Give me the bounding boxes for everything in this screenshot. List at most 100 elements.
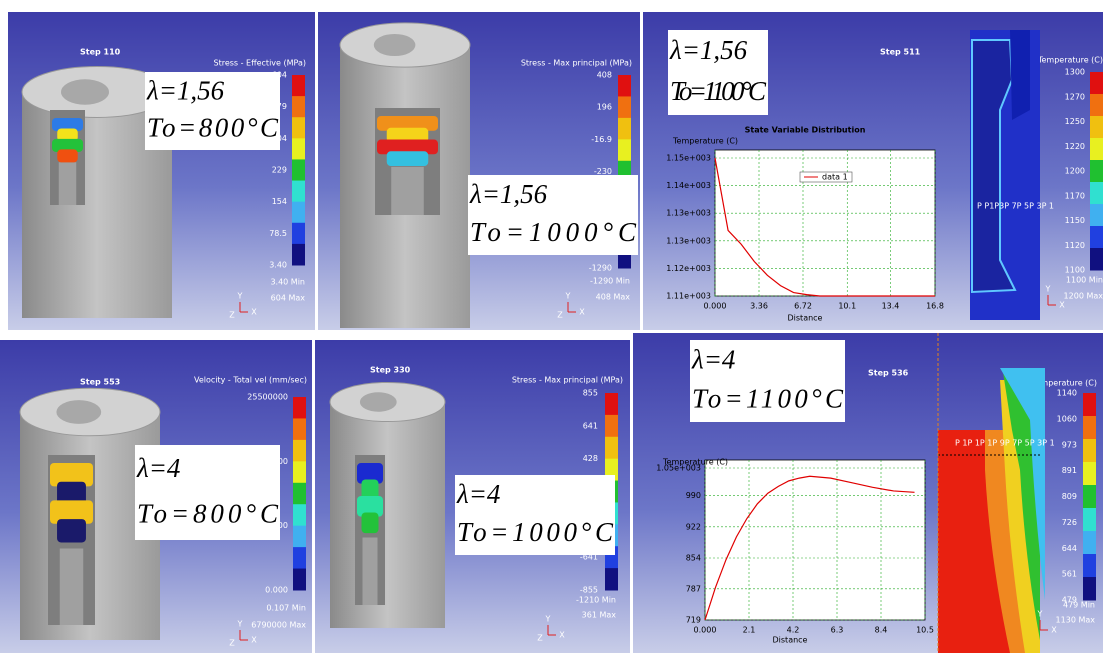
triad-label: X bbox=[251, 308, 257, 317]
annotation-line: λ=4 bbox=[691, 344, 735, 374]
screenshot: Step 110Stress - Effective (MPa)60437930… bbox=[0, 0, 1103, 653]
colorbar-segment bbox=[1083, 531, 1096, 555]
triad-label: Y bbox=[545, 615, 551, 624]
triad-label: Z bbox=[537, 634, 543, 643]
legend-label: -855 bbox=[580, 586, 598, 595]
colorbar-segment bbox=[292, 117, 305, 139]
legend-max: 1130 Max bbox=[1056, 616, 1096, 625]
billet-hole bbox=[360, 392, 397, 412]
colorbar-segment bbox=[292, 223, 305, 245]
annotation-line: To=1100°C bbox=[670, 76, 767, 106]
colorbar-segment bbox=[618, 96, 631, 118]
legend-label: 0.000 bbox=[265, 586, 288, 595]
billet-hole bbox=[61, 79, 109, 105]
step-label: Step 511 bbox=[880, 48, 921, 57]
contour-patch bbox=[387, 151, 429, 166]
colorbar-segment bbox=[292, 75, 305, 97]
step-label: Step 536 bbox=[868, 369, 909, 378]
legend-title: Stress - Max principal (MPa) bbox=[521, 59, 632, 68]
y-tick-label: 1.13e+003 bbox=[666, 209, 711, 218]
legend-label: 561 bbox=[1062, 570, 1077, 579]
legend-label: -230 bbox=[594, 167, 612, 176]
legend-label: 1300 bbox=[1065, 68, 1085, 77]
colorbar-segment bbox=[293, 547, 306, 569]
panel: Stress - Max principal (MPa)408196-16.9-… bbox=[318, 12, 640, 330]
colorbar-segment bbox=[1090, 138, 1103, 161]
y-tick-label: 787 bbox=[686, 584, 701, 593]
triad-label: Y bbox=[1045, 285, 1051, 294]
triad-label: X bbox=[1051, 626, 1057, 635]
colorbar-segment bbox=[1090, 226, 1103, 249]
colorbar-segment bbox=[1083, 508, 1096, 532]
legend-max: 6790000 Max bbox=[251, 621, 306, 630]
colorbar-segment bbox=[605, 393, 618, 415]
legend-min: 0.107 Min bbox=[266, 604, 306, 613]
y-tick-label: 719 bbox=[686, 616, 701, 625]
colorbar-segment bbox=[1083, 485, 1096, 509]
colorbar-segment bbox=[1083, 439, 1096, 463]
colorbar-segment bbox=[293, 504, 306, 526]
y-axis-label: Temperature (C) bbox=[672, 137, 738, 146]
legend-label: 1270 bbox=[1065, 92, 1085, 101]
colorbar-segment bbox=[293, 526, 306, 548]
annotation-line: λ=4 bbox=[456, 479, 500, 509]
legend-min: 479 Min bbox=[1063, 601, 1095, 610]
cut-pin bbox=[59, 162, 77, 205]
colorbar-segment bbox=[618, 139, 631, 161]
legend-max: 1200 Max bbox=[1064, 292, 1103, 301]
legend-min: -1210 Min bbox=[576, 596, 616, 605]
legend-label: 726 bbox=[1062, 518, 1077, 527]
colorbar-segment bbox=[618, 75, 631, 97]
y-tick-label: 1.12e+003 bbox=[666, 264, 711, 273]
triad-label: X bbox=[579, 308, 585, 317]
legend-max: 361 Max bbox=[582, 611, 617, 620]
legend-label: 1250 bbox=[1065, 117, 1085, 126]
colorbar-segment bbox=[1090, 116, 1103, 139]
punch bbox=[1010, 30, 1030, 120]
colorbar-segment bbox=[292, 181, 305, 203]
colorbar-segment bbox=[1090, 160, 1103, 183]
colorbar-segment bbox=[618, 118, 631, 140]
y-tick-label: 1.15e+003 bbox=[666, 154, 711, 163]
cut-pin bbox=[391, 167, 424, 215]
billet-body bbox=[330, 402, 445, 628]
legend-label: -1290 bbox=[589, 264, 612, 273]
legend-label: 428 bbox=[583, 454, 598, 463]
colorbar-segment bbox=[1083, 554, 1096, 578]
y-axis-label: Temperature (C) bbox=[662, 458, 728, 467]
panel: Step 511Temperature (C)13001270125012201… bbox=[643, 12, 1103, 330]
triad-label: Z bbox=[229, 311, 235, 320]
triad-label: Z bbox=[229, 639, 235, 648]
billet-hole bbox=[56, 400, 101, 424]
legend-label: 1150 bbox=[1065, 216, 1085, 225]
triad-label: Y bbox=[237, 292, 243, 301]
plot-title: State Variable Distribution bbox=[745, 126, 866, 135]
legend-label: 644 bbox=[1062, 544, 1077, 553]
colorbar-segment bbox=[293, 461, 306, 483]
annotation-line: To=1000°C bbox=[470, 217, 637, 247]
legend-label: 196 bbox=[597, 103, 612, 112]
legend-label: -16.9 bbox=[591, 135, 612, 144]
contour-patch bbox=[57, 149, 78, 162]
colorbar-segment bbox=[1090, 72, 1103, 95]
legend-label: 1170 bbox=[1065, 191, 1085, 200]
cut-pin bbox=[363, 538, 378, 606]
colorbar-segment bbox=[292, 202, 305, 224]
colorbar-segment bbox=[605, 437, 618, 459]
cut-pin bbox=[60, 549, 84, 626]
colorbar-segment bbox=[293, 483, 306, 505]
triad-label: X bbox=[1059, 301, 1065, 310]
colorbar-segment bbox=[1083, 577, 1096, 601]
contour-patch bbox=[362, 513, 379, 534]
legend-label: 25500000 bbox=[247, 393, 288, 402]
colorbar-segment bbox=[292, 138, 305, 160]
point-tracks: P P1P3P 7P 5P 3P 1 bbox=[977, 202, 1054, 211]
triad-label: Z bbox=[557, 311, 563, 320]
colorbar-segment bbox=[293, 440, 306, 462]
triad-label: X bbox=[559, 631, 565, 640]
annotation-line: λ=1,56 bbox=[469, 179, 548, 209]
legend-max: 408 Max bbox=[596, 293, 631, 302]
point-label: (0.000 , 1.15e+03) bbox=[718, 161, 794, 170]
